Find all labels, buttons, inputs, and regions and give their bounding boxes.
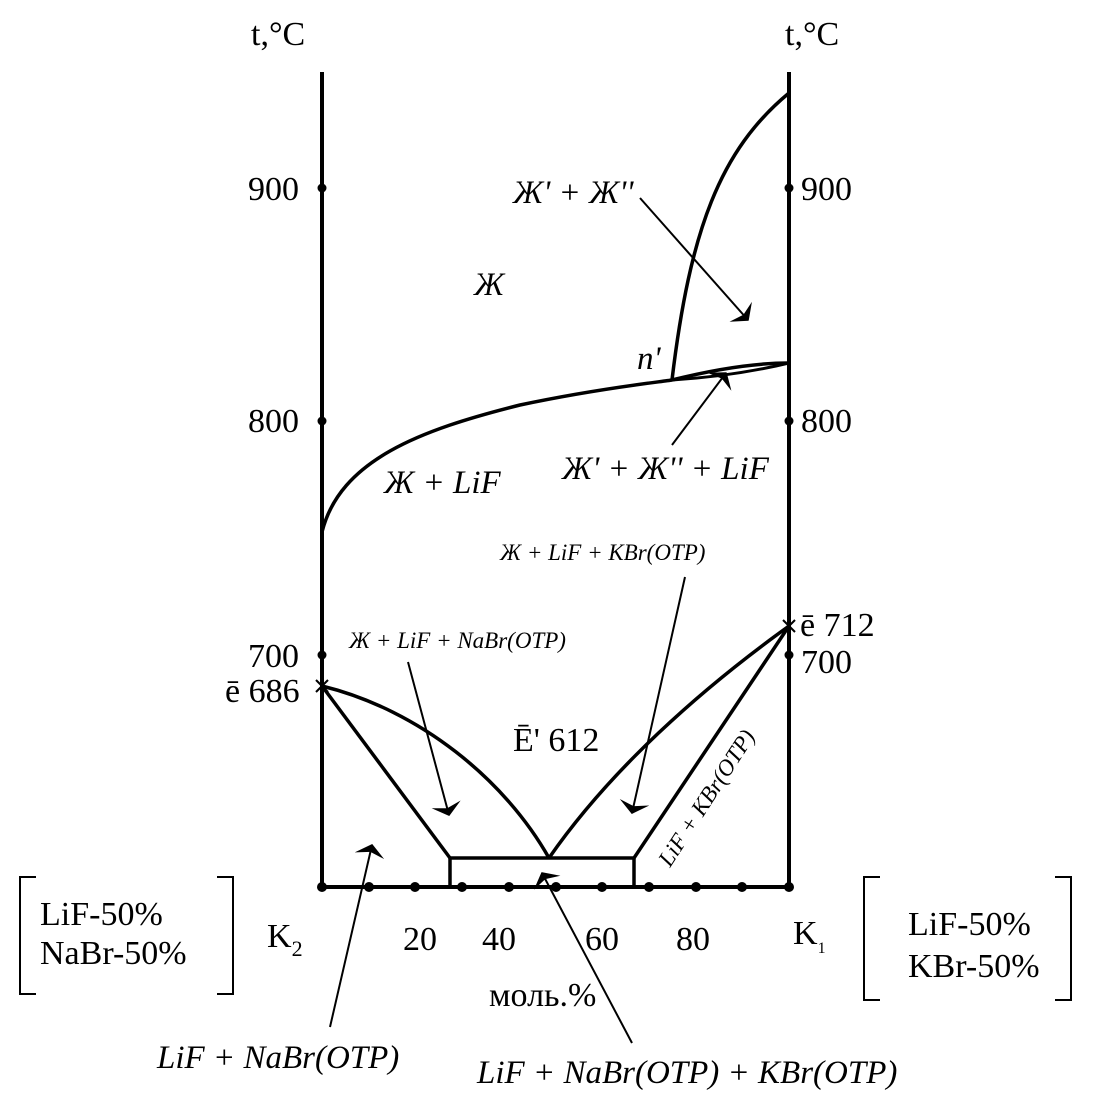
ternary-eutectic-label: Ē' 612 [513, 722, 599, 759]
temperature-label-left: t,°C [251, 16, 305, 53]
monotectic-line [671, 361, 790, 382]
region-liquid-lif-kbr: Ж + LiF + KBr(OTP) [499, 540, 705, 565]
eutectic-marker-left [315, 679, 329, 693]
eutectic-label-right: ē 712 [800, 607, 875, 644]
x-tick-60: 60 [585, 921, 619, 958]
tick-dot-left-800 [317, 416, 327, 426]
tick-label-right-900: 900 [801, 171, 852, 208]
arrow-liquid-liquid [639, 197, 752, 322]
immiscibility-curve [670, 91, 791, 381]
x-tick-80: 80 [676, 921, 710, 958]
right-component-bracket-right [1055, 876, 1072, 1001]
right-component-line1: LiF-50% [908, 906, 1031, 943]
eutectic-marker-right [782, 619, 796, 633]
tick-label-right-700: 700 [801, 644, 852, 681]
region-liquid-lif: Ж + LiF [383, 465, 502, 501]
arrow-liquid-lif-kbr [619, 576, 686, 814]
tick-label-left-900: 900 [248, 171, 299, 208]
region-liquid-liquid: Ж' + Ж'' [512, 175, 634, 211]
region-liquid: Ж [473, 267, 506, 303]
monotectic-point-label: n' [637, 341, 662, 377]
lif-nabr-boundary [320, 684, 452, 860]
region-liquid-lif-nabr: Ж + LiF + NaBr(OTP) [348, 628, 566, 653]
left-end-label: K2 [267, 918, 303, 961]
lif-liquidus-curve [320, 378, 673, 533]
arrow-lif-nabr [329, 844, 385, 1028]
arrow-liquid-lif-nabr [407, 661, 461, 816]
eutectic-label-left: ē 686 [225, 673, 300, 710]
left-component-line2: NaBr-50% [40, 935, 187, 972]
tick-label-left-800: 800 [248, 403, 299, 440]
x-tick-20: 20 [403, 921, 437, 958]
kbr-liquidus-curve [547, 624, 791, 859]
left-component-line1: LiF-50% [40, 896, 163, 933]
x-tick-40: 40 [482, 921, 516, 958]
tick-dot-left-700 [317, 650, 327, 660]
tick-dot-right-700 [784, 650, 794, 660]
right-component-bracket-left [863, 876, 880, 1001]
tick-label-right-800: 800 [801, 403, 852, 440]
region-lif-nabr: LiF + NaBr(OTP) [156, 1040, 399, 1076]
monotectic-lower-line [671, 361, 790, 382]
x-unit-label: моль.% [489, 977, 596, 1014]
arrow-liquid-liquid-lif [671, 372, 732, 446]
right-component-line2: KBr-50% [908, 948, 1040, 985]
nabr-liquidus-curve [321, 684, 551, 859]
tick-dot-right-900 [784, 183, 794, 193]
region-liquid-liquid-lif: Ж' + Ж'' + LiF [561, 451, 770, 487]
region-lif-nabr-kbr: LiF + NaBr(OTP) + KBr(OTP) [476, 1055, 897, 1091]
left-component-bracket-right [217, 876, 234, 995]
arrow-lif-nabr-kbr [533, 872, 633, 1044]
tick-label-left-700: 700 [248, 638, 299, 675]
lif-kbr-boundary [632, 625, 791, 859]
left-component-bracket-left [19, 876, 36, 995]
temperature-label-right: t,°C [785, 16, 839, 53]
right-end-label: K1 [793, 915, 826, 957]
tick-dot-left-900 [317, 183, 327, 193]
tick-dot-right-800 [784, 416, 794, 426]
